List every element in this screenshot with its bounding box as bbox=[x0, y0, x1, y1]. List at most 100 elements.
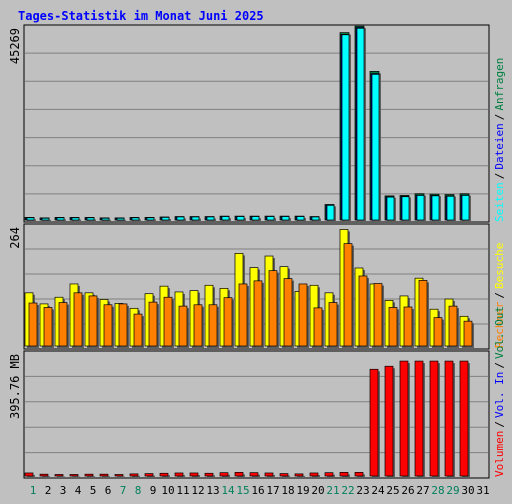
legend-seiten: Seiten bbox=[493, 182, 506, 222]
day-axis-labels: 1 2 3 4 5 6 7 8 9 10 11 12 13 14 15 16 17 18 19 20 21 22 23 24 2… bbox=[30, 484, 490, 497]
hits-panel-frame bbox=[23, 24, 490, 223]
bar-seiten bbox=[296, 216, 305, 221]
bar-seiten bbox=[371, 74, 380, 221]
bar-volumen bbox=[459, 360, 469, 477]
bar-seiten-shadow bbox=[314, 218, 321, 222]
day-label: 18 bbox=[281, 484, 294, 497]
bar-rechner bbox=[133, 313, 143, 347]
volume-ymax-label: 395.76 MB bbox=[8, 354, 22, 419]
bar-seiten-shadow bbox=[194, 218, 201, 222]
bar-rechner bbox=[118, 303, 128, 347]
bar-seiten bbox=[161, 217, 170, 221]
volume-legend: Volumen / Vol. In / Vol. Out bbox=[493, 306, 506, 477]
bar-volumen bbox=[339, 472, 349, 477]
day-label: 25 bbox=[386, 484, 399, 497]
bar-volumen bbox=[24, 472, 34, 477]
bar-rechner bbox=[103, 304, 113, 347]
bar-rechner bbox=[43, 307, 53, 347]
bar-marks bbox=[24, 25, 474, 478]
bar-volumen bbox=[429, 360, 439, 477]
bar-volumen-shadow bbox=[42, 476, 50, 478]
bar-seiten bbox=[356, 27, 365, 221]
volume-panel-frame bbox=[23, 350, 490, 479]
day-label: 16 bbox=[251, 484, 264, 497]
bar-rechner bbox=[433, 317, 443, 347]
legend-dateien: Dateien bbox=[493, 123, 506, 169]
bar-seiten bbox=[431, 195, 440, 221]
bar-rechner bbox=[253, 280, 263, 347]
chart-title: Tages-Statistik im Monat Juni 2025 bbox=[18, 9, 264, 23]
bar-seiten bbox=[176, 216, 185, 221]
bar-rechner bbox=[283, 278, 293, 347]
bar-volumen-shadow bbox=[147, 475, 155, 478]
bar-volumen-shadow bbox=[102, 476, 110, 478]
bar-volumen bbox=[114, 474, 124, 477]
bar-seiten-shadow bbox=[29, 219, 36, 222]
bar-seiten bbox=[131, 217, 140, 221]
day-label: 14 bbox=[221, 484, 235, 497]
day-label: 26 bbox=[401, 484, 414, 497]
bar-seiten bbox=[101, 217, 110, 221]
legend-vol-out: Vol. Out bbox=[493, 306, 506, 359]
bar-rechner bbox=[403, 306, 413, 347]
legend-separator: / bbox=[493, 173, 506, 180]
visits-ymax-label: 264 bbox=[8, 227, 22, 249]
day-label: 8 bbox=[135, 484, 142, 497]
visits-legend: Rechner / Besuche bbox=[493, 243, 506, 348]
day-label: 23 bbox=[356, 484, 369, 497]
day-label: 7 bbox=[120, 484, 127, 497]
bar-seiten bbox=[191, 216, 200, 221]
legend-separator: / bbox=[493, 114, 506, 121]
legend-anfragen: Anfragen bbox=[493, 58, 506, 111]
day-label: 4 bbox=[75, 484, 82, 497]
day-label: 3 bbox=[60, 484, 67, 497]
day-label: 1 bbox=[30, 484, 37, 497]
bar-seiten-shadow bbox=[44, 220, 51, 222]
bar-volumen bbox=[384, 365, 394, 477]
bar-volumen bbox=[354, 472, 364, 477]
bar-rechner bbox=[448, 305, 458, 347]
bar-volumen bbox=[399, 360, 409, 477]
day-label: 6 bbox=[105, 484, 112, 497]
bar-rechner bbox=[388, 307, 398, 347]
bar-seiten-shadow bbox=[149, 219, 156, 222]
bar-seiten bbox=[26, 217, 35, 221]
bar-volumen-shadow bbox=[117, 476, 125, 478]
bar-rechner bbox=[88, 295, 98, 347]
bar-rechner bbox=[328, 302, 338, 347]
bar-rechner bbox=[358, 275, 368, 347]
bar-volumen bbox=[144, 473, 154, 477]
day-label: 13 bbox=[206, 484, 219, 497]
hits-legend: Seiten / Dateien / Anfragen bbox=[493, 58, 506, 222]
day-label: 12 bbox=[191, 484, 204, 497]
day-label: 30 bbox=[461, 484, 474, 497]
bar-seiten bbox=[446, 195, 455, 221]
day-label: 31 bbox=[476, 484, 489, 497]
bar-volumen bbox=[444, 360, 454, 477]
day-label: 2 bbox=[45, 484, 52, 497]
bar-volumen-shadow bbox=[72, 476, 80, 478]
bar-volumen bbox=[39, 473, 49, 477]
bar-seiten bbox=[311, 216, 320, 221]
bar-rechner bbox=[268, 270, 278, 347]
day-label: 15 bbox=[236, 484, 249, 497]
bar-seiten-shadow bbox=[119, 220, 126, 222]
legend-besuche: Besuche bbox=[493, 243, 506, 289]
bar-volumen-shadow bbox=[132, 475, 140, 478]
bar-seiten bbox=[416, 195, 425, 221]
bar-seiten-shadow bbox=[89, 219, 96, 222]
day-label: 29 bbox=[446, 484, 459, 497]
bar-seiten bbox=[221, 216, 230, 221]
bar-volumen bbox=[159, 472, 169, 477]
bar-volumen bbox=[324, 472, 334, 477]
bar-seiten-shadow bbox=[134, 219, 141, 222]
bar-seiten bbox=[86, 217, 95, 221]
bar-volumen bbox=[219, 472, 229, 477]
bar-rechner bbox=[28, 302, 38, 347]
bar-rechner bbox=[418, 280, 428, 347]
bar-rechner bbox=[238, 283, 248, 347]
bar-volumen bbox=[69, 474, 79, 477]
bar-rechner bbox=[163, 296, 173, 347]
day-label: 19 bbox=[296, 484, 309, 497]
legend-separator: / bbox=[493, 292, 506, 299]
